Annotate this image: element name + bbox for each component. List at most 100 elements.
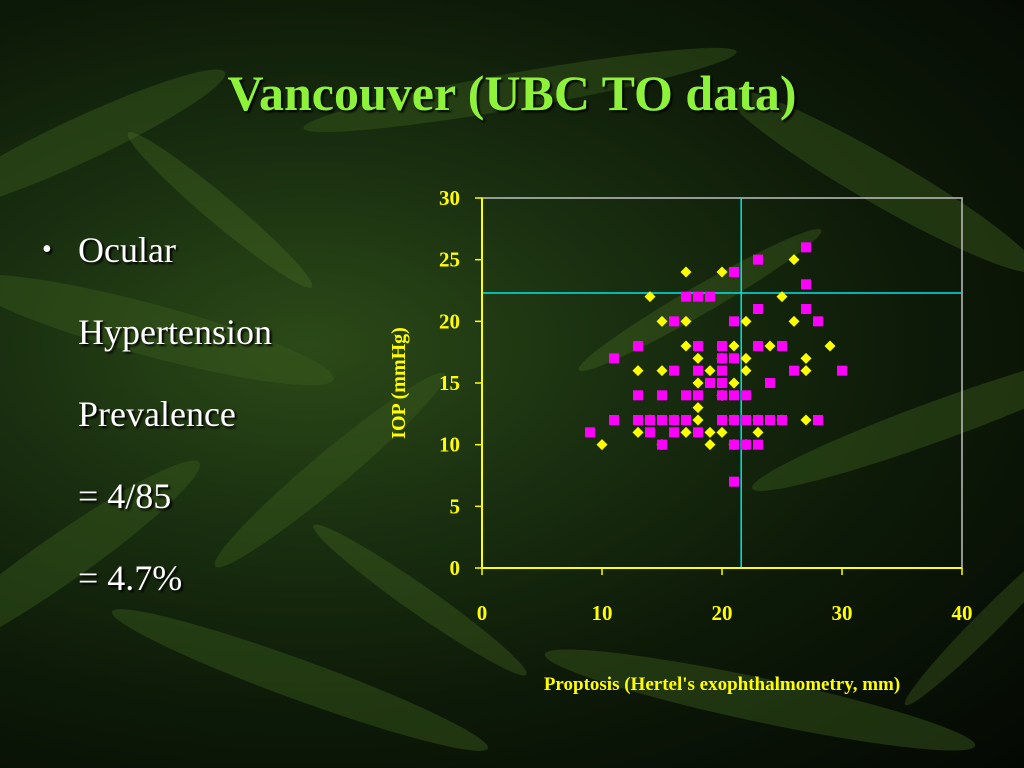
data-point-square: [585, 427, 595, 438]
data-point-square: [753, 415, 763, 425]
data-point-square: [729, 353, 739, 364]
data-point-square: [717, 415, 727, 425]
data-point-diamond: [680, 426, 692, 438]
data-point-square: [729, 316, 739, 327]
bullet-dot-icon: •: [42, 234, 52, 265]
data-point-diamond: [716, 266, 728, 278]
data-point-diamond: [680, 266, 692, 278]
data-point-square: [657, 415, 667, 425]
data-point-square: [633, 390, 643, 401]
data-point-square: [741, 415, 751, 425]
data-point-diamond: [656, 315, 668, 327]
data-point-square: [669, 365, 679, 376]
data-point-square: [657, 390, 667, 401]
data-point-diamond: [680, 315, 692, 327]
data-point-diamond: [752, 426, 764, 438]
bullet-line-4: = 4/85: [78, 476, 172, 516]
data-point-square: [729, 439, 739, 450]
y-tick-label: 0: [450, 556, 461, 580]
x-tick-label: 0: [477, 601, 488, 625]
data-point-square: [777, 341, 787, 351]
x-tick-label: 30: [832, 601, 853, 625]
data-point-square: [717, 378, 727, 388]
data-point-square: [813, 415, 823, 425]
x-tick-label: 40: [952, 601, 973, 625]
data-point-square: [753, 439, 763, 450]
data-point-square: [717, 365, 727, 376]
x-tick-label: 20: [712, 601, 733, 625]
data-point-square: [693, 390, 703, 401]
data-point-square: [837, 365, 847, 376]
x-tick-label: 10: [592, 601, 613, 625]
y-tick-label: 10: [439, 433, 460, 457]
data-point-square: [609, 415, 619, 425]
data-point-square: [693, 365, 703, 376]
data-point-square: [801, 304, 811, 314]
data-point-square: [729, 267, 739, 277]
data-point-diamond: [692, 352, 704, 364]
y-tick-label: 5: [450, 494, 461, 518]
data-point-square: [777, 415, 787, 425]
bullet-line-1: Ocular: [78, 230, 176, 270]
data-point-square: [669, 427, 679, 438]
data-point-square: [801, 242, 811, 253]
data-point-square: [657, 439, 667, 450]
data-point-diamond: [824, 340, 836, 352]
bullet-list: • Ocular Hypertension Prevalence = 4/85 =…: [42, 222, 372, 632]
reference-lines: [482, 198, 962, 568]
data-point-square: [765, 378, 775, 388]
data-point-square: [729, 415, 739, 425]
data-point-square: [753, 304, 763, 314]
data-point-square: [813, 316, 823, 327]
data-point-diamond: [728, 377, 740, 389]
data-point-diamond: [740, 365, 752, 377]
data-point-diamond: [632, 365, 644, 377]
data-point-square: [645, 415, 655, 425]
data-point-square: [705, 291, 715, 302]
data-point-square: [669, 316, 679, 327]
data-point-square: [633, 415, 643, 425]
data-point-diamond: [788, 254, 800, 266]
bullet-item: • Ocular: [42, 222, 372, 304]
data-point-square: [681, 291, 691, 302]
data-point-square: [765, 415, 775, 425]
data-point-square: [729, 390, 739, 401]
data-point-square: [645, 427, 655, 438]
data-point-square: [693, 291, 703, 302]
y-tick-label: 15: [439, 371, 460, 395]
data-point-diamond: [704, 365, 716, 377]
data-point-diamond: [692, 377, 704, 389]
y-axis-label: IOP (mmHg): [388, 327, 410, 439]
data-point-square: [753, 341, 763, 351]
tick-labels: 0 10 20 30 40 0 5 10 15 20 25 30: [439, 186, 973, 625]
data-point-diamond: [740, 352, 752, 364]
data-point-diamond: [692, 402, 704, 414]
data-point-diamond: [800, 352, 812, 364]
data-point-square: [681, 390, 691, 401]
data-point-diamond: [776, 291, 788, 303]
data-point-square: [669, 415, 679, 425]
data-point-square: [741, 390, 751, 401]
data-point-square: [693, 427, 703, 438]
y-tick-label: 20: [439, 309, 460, 333]
data-point-diamond: [716, 426, 728, 438]
data-point-diamond: [644, 291, 656, 303]
bullet-line-5: = 4.7%: [78, 558, 183, 598]
data-point-square: [717, 353, 727, 364]
data-point-square: [801, 279, 811, 290]
data-point-diamond: [800, 365, 812, 377]
data-point-square: [693, 341, 703, 351]
data-point-square: [717, 341, 727, 351]
data-point-diamond: [764, 340, 776, 352]
data-point-diamond: [704, 426, 716, 438]
bullet-line-2: Hypertension: [78, 312, 272, 352]
data-point-square: [789, 365, 799, 376]
data-point-diamond: [740, 315, 752, 327]
data-point-diamond: [596, 439, 608, 451]
y-tick-label: 30: [439, 186, 460, 210]
data-point-square: [705, 378, 715, 388]
data-point-diamond: [788, 315, 800, 327]
y-tick-label: 25: [439, 248, 460, 272]
data-point-square: [633, 341, 643, 351]
data-point-diamond: [632, 426, 644, 438]
